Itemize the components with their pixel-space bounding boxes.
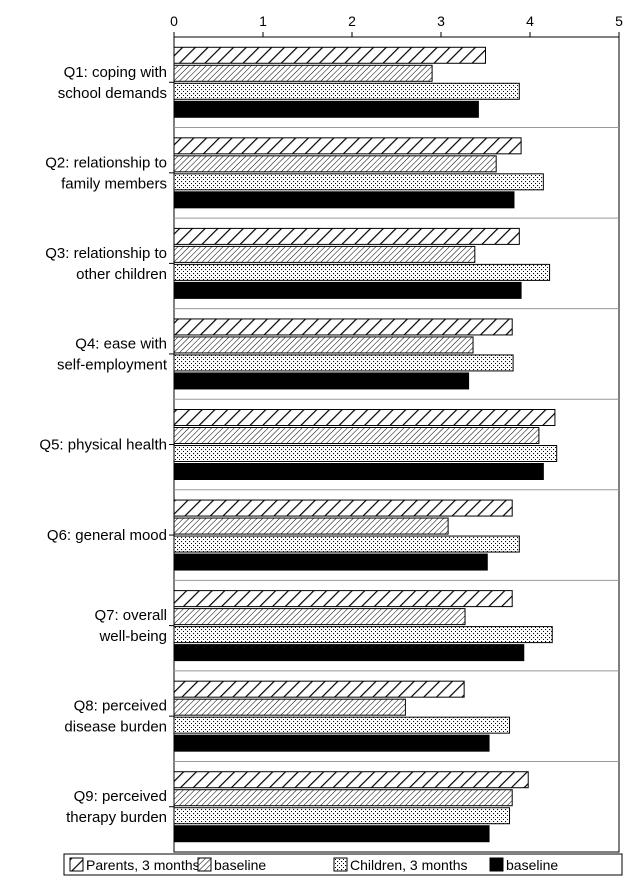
- bar-wide-diagonal-hatch: [173, 227, 520, 245]
- category-label: Q6: general mood: [47, 527, 167, 544]
- bar-solid-black: [173, 463, 544, 480]
- bar-wide-diagonal-hatch: [173, 680, 465, 698]
- bar-fine-diagonal-hatch: [173, 517, 449, 535]
- category-label: self-employment: [57, 356, 168, 373]
- x-tick-label: 3: [437, 13, 445, 29]
- legend-swatch: [69, 857, 84, 872]
- bar-dots: [173, 535, 520, 553]
- category-label: Q2: relationship to: [45, 154, 167, 171]
- bar-wide-diagonal-hatch: [173, 46, 486, 64]
- legend-label: Children, 3 months: [350, 857, 468, 873]
- legend-label: baseline: [506, 857, 558, 873]
- legend-swatch: [489, 857, 504, 872]
- x-tick-label: 5: [615, 13, 623, 29]
- bar-solid-black: [173, 644, 525, 662]
- category-label: family members: [61, 175, 167, 192]
- bar-wide-diagonal-hatch: [173, 137, 522, 155]
- bar-dots: [173, 626, 553, 644]
- category-label: Q5: physical health: [39, 437, 167, 454]
- bar-dots: [173, 445, 558, 462]
- category-label: Q7: overall: [94, 607, 167, 624]
- bar-wide-diagonal-hatch: [173, 590, 513, 608]
- category-label: Q4: ease with: [75, 335, 167, 352]
- bar-dots: [173, 263, 551, 281]
- category-label: well-being: [98, 628, 167, 645]
- bar-solid-black: [173, 553, 488, 571]
- bar-dots: [173, 173, 544, 191]
- plot-area: 0 1 2 3 4 5 Q1: coping with school demands Q2: r…: [39, 13, 623, 853]
- bar-solid-black: [173, 734, 490, 752]
- bar-dots: [173, 807, 511, 825]
- bar-fine-diagonal-hatch: [173, 64, 433, 82]
- category-label: disease burden: [64, 719, 167, 736]
- category-label: school demands: [58, 85, 167, 102]
- bar-dots: [173, 716, 511, 734]
- bar-fine-diagonal-hatch: [173, 789, 513, 807]
- legend-swatch: [333, 857, 348, 872]
- bar-wide-diagonal-hatch: [173, 409, 556, 426]
- bar-solid-black: [173, 825, 490, 843]
- bar-fine-diagonal-hatch: [173, 336, 474, 354]
- bar-solid-black: [173, 191, 515, 209]
- x-tick-label: 4: [526, 13, 534, 29]
- x-tick-label: 1: [259, 13, 267, 29]
- bar-fine-diagonal-hatch: [173, 245, 476, 263]
- category-label: Q3: relationship to: [45, 245, 167, 262]
- legend: Parents, 3 months baseline Children, 3 mon…: [63, 853, 623, 876]
- bar-solid-black: [173, 281, 522, 299]
- bar-dots: [173, 354, 514, 372]
- category-label: Q9: perceived: [74, 788, 167, 805]
- bar-fine-diagonal-hatch: [173, 698, 406, 716]
- legend-label: Parents, 3 months: [86, 857, 200, 873]
- bar-fine-diagonal-hatch: [173, 155, 497, 173]
- bar-wide-diagonal-hatch: [173, 499, 513, 517]
- bar-fine-diagonal-hatch: [173, 608, 466, 626]
- category-label: Q8: perceived: [74, 698, 167, 715]
- bar-fine-diagonal-hatch: [173, 427, 540, 444]
- bar-wide-diagonal-hatch: [173, 771, 529, 789]
- category-label: other children: [76, 266, 167, 283]
- category-label: Q1: coping with: [64, 64, 167, 81]
- x-tick-label: 2: [348, 13, 356, 29]
- bar-solid-black: [173, 372, 470, 390]
- legend-label: baseline: [214, 857, 266, 873]
- bar-solid-black: [173, 100, 479, 118]
- bar-wide-diagonal-hatch: [173, 318, 513, 336]
- legend-swatch: [197, 857, 212, 872]
- bar-dots: [173, 82, 520, 100]
- x-tick-label: 0: [170, 13, 178, 29]
- category-label: therapy burden: [66, 809, 167, 826]
